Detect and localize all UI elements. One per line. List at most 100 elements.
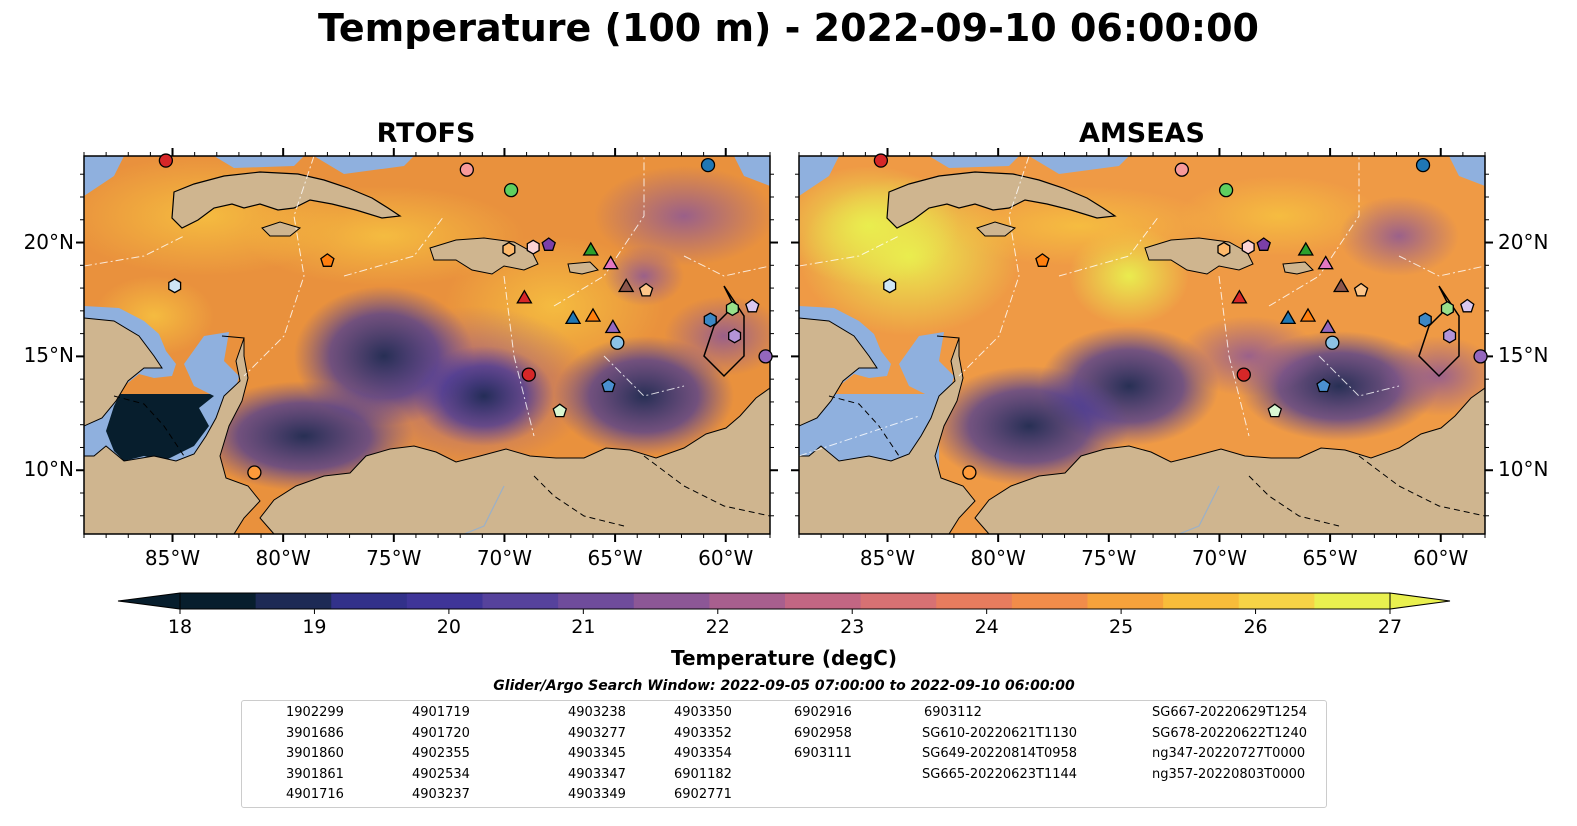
platform-marker xyxy=(700,157,716,173)
platform-marker xyxy=(247,465,262,480)
legend-label: 3901686 xyxy=(286,725,344,741)
platform-marker xyxy=(582,241,599,256)
legend-label: SG678-20220622T1240 xyxy=(1152,725,1308,741)
colorbar-bin xyxy=(1238,593,1315,609)
legend-label: 3901861 xyxy=(286,766,344,782)
lon-tick-label: 60°W xyxy=(698,546,754,570)
platform-marker xyxy=(1316,378,1331,393)
platform-marker xyxy=(584,307,602,322)
figure-title: Temperature (100 m) - 2022-09-10 06:00:0… xyxy=(317,6,1259,50)
platform-marker xyxy=(1440,300,1454,317)
legend-label: ng347-20220727T0000 xyxy=(1152,746,1306,761)
platform-marker xyxy=(1174,162,1189,177)
colorbar-tick-label: 25 xyxy=(1109,616,1134,638)
legend-label: 4902534 xyxy=(412,766,470,782)
lat-tick-label: 20°N xyxy=(1498,229,1549,254)
colorbar-tick-label: 22 xyxy=(705,616,730,638)
colorbar-bin xyxy=(633,593,710,609)
platform-marker xyxy=(502,241,516,257)
platform-marker xyxy=(1217,241,1231,257)
platform-marker xyxy=(503,183,519,198)
lat-tick-label: 15°N xyxy=(23,343,74,368)
colorbar-extend-high xyxy=(1389,592,1451,610)
legend-label: 4903277 xyxy=(568,725,626,741)
lon-tick-label: 70°W xyxy=(476,546,533,570)
platform-marker xyxy=(552,403,568,418)
map-amseas xyxy=(798,155,1486,535)
platform-marker xyxy=(745,298,760,313)
platform-marker xyxy=(1319,319,1337,334)
colorbar-tick-label: 27 xyxy=(1377,616,1403,638)
platform-marker xyxy=(1241,239,1255,255)
legend-label: 4903237 xyxy=(412,787,470,802)
colorbar-tick-label: 21 xyxy=(571,616,596,638)
lon-tick-label: 60°W xyxy=(1413,546,1469,570)
colorbar-bin xyxy=(860,593,937,609)
colorbar-tick-label: 19 xyxy=(302,616,327,638)
legend-label: 4901716 xyxy=(286,787,344,802)
colorbar-tick-label: 20 xyxy=(436,616,461,638)
search-window-text: Glider/Argo Search Window: 2022-09-05 07… xyxy=(493,678,1075,694)
platform-marker xyxy=(320,253,335,267)
colorbar-bin xyxy=(180,593,257,609)
panel-title-amseas: AMSEAS xyxy=(1079,118,1205,149)
legend-label: ng357-20220803T0000 xyxy=(1152,766,1306,782)
colorbar-bin xyxy=(1011,593,1089,609)
platform-marker xyxy=(962,465,977,480)
platform-marker xyxy=(728,328,742,344)
legend-label: 4901720 xyxy=(412,725,470,741)
legend-label: 4903354 xyxy=(674,746,732,761)
legend-label: 6903111 xyxy=(794,746,852,761)
platform-marker xyxy=(638,282,654,297)
lat-tick-label: 10°N xyxy=(1498,457,1549,482)
panel-title-rtofs: RTOFS xyxy=(376,118,476,149)
platform-marker xyxy=(1418,312,1432,328)
platform-marker xyxy=(1267,403,1283,418)
legend-label: 6902958 xyxy=(794,725,852,741)
legend-label: 4903345 xyxy=(568,746,626,761)
colorbar-tick-label: 23 xyxy=(840,616,865,638)
markers-rtofs xyxy=(158,153,773,480)
legend-label: 6901182 xyxy=(674,766,732,782)
legend-label: 3901860 xyxy=(286,746,344,761)
legend-label: 6902771 xyxy=(674,787,732,802)
legend: 1902299 3901686 3901860 3901861 4901716 49017… xyxy=(241,700,1327,808)
platform-marker xyxy=(158,153,174,168)
colorbar-bin xyxy=(709,593,786,609)
lon-tick-label: 85°W xyxy=(859,546,916,570)
legend-label: SG665-20220623T1144 xyxy=(922,766,1078,782)
platform-marker xyxy=(1317,255,1334,270)
lon-tick-label: 75°W xyxy=(366,546,422,570)
platform-marker xyxy=(1473,349,1488,364)
colorbar-bin xyxy=(1314,593,1391,609)
platform-marker xyxy=(1236,367,1251,382)
lon-tick-label: 85°W xyxy=(144,546,201,570)
colorbar-bin xyxy=(1087,593,1164,609)
platform-marker xyxy=(521,367,536,382)
platform-marker xyxy=(1299,307,1317,322)
axis-ticks xyxy=(76,148,1493,614)
colorbar-bin xyxy=(331,593,408,609)
legend-label: SG610-20220621T1130 xyxy=(922,725,1078,741)
colorbar-bin xyxy=(482,593,559,609)
platform-marker xyxy=(541,237,556,251)
platform-marker xyxy=(1460,298,1475,313)
platform-marker xyxy=(1231,289,1248,304)
colorbar-bin xyxy=(406,593,484,609)
platform-marker xyxy=(725,300,739,317)
platform-marker xyxy=(1279,309,1297,325)
platform-marker xyxy=(516,289,533,304)
lat-tick-label: 15°N xyxy=(1498,343,1549,368)
platform-marker xyxy=(459,162,474,177)
colorbar-extend-low xyxy=(117,592,181,610)
platform-marker xyxy=(883,278,897,294)
lat-tick-label: 20°N xyxy=(23,229,74,254)
colorbar-bin xyxy=(785,593,862,609)
platform-marker xyxy=(610,335,625,350)
platform-marker xyxy=(1353,282,1369,297)
legend-label: 4903347 xyxy=(568,766,626,782)
colorbar-tick-label: 18 xyxy=(167,616,193,638)
legend-label: 4903238 xyxy=(568,705,626,720)
colorbar-label: Temperature (degC) xyxy=(671,646,897,670)
platform-marker xyxy=(604,319,622,334)
